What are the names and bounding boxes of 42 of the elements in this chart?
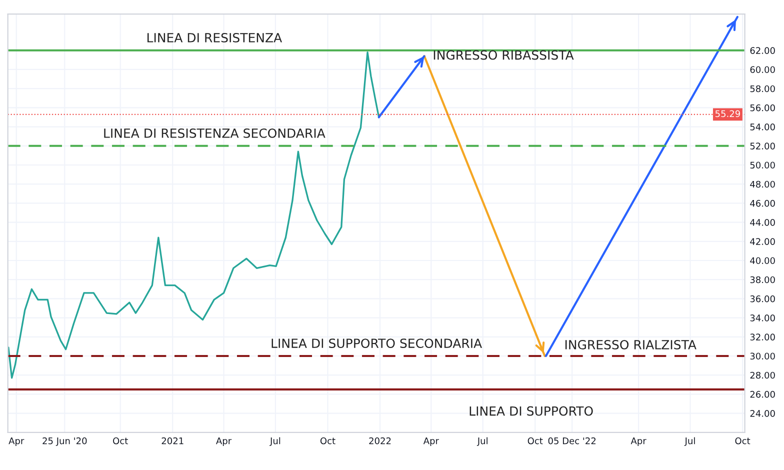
- x-tick-label: Jul: [684, 437, 695, 446]
- y-tick-label: 42.00: [750, 238, 775, 245]
- x-tick-label: 05 Dec '22: [548, 437, 596, 444]
- y-tick-label: 24.00: [750, 410, 775, 417]
- ref-line-label: LINEA DI RESISTENZA SECONDARIA: [104, 128, 326, 138]
- x-tick-label: Oct: [320, 437, 336, 444]
- y-tick-label: 36.00: [750, 295, 775, 302]
- x-tick-label: Oct: [113, 437, 128, 444]
- y-tick-label: 52.00: [750, 142, 775, 150]
- x-tick-label: Oct: [528, 437, 543, 444]
- x-tick-label: Jul: [270, 437, 280, 446]
- x-tick-label: 2021: [162, 437, 184, 444]
- ref-line-label: LINEA DI SUPPORTO: [470, 406, 593, 416]
- y-tick-label: 50.00: [750, 162, 775, 169]
- ref-line-label: LINEA DI RESISTENZA: [147, 32, 282, 42]
- x-tick-label: Apr: [8, 438, 24, 446]
- ref-line-label: 55.29: [715, 110, 740, 118]
- x-tick-label: Apr: [630, 438, 646, 446]
- y-tick-label: 54.00: [750, 124, 775, 130]
- y-tick-label: 40.00: [750, 257, 775, 264]
- y-tick-label: 34.00: [750, 314, 775, 322]
- y-tick-label: 58.00: [750, 85, 775, 92]
- y-tick-label: 30.00: [750, 352, 775, 360]
- y-tick-label: 26.00: [750, 390, 775, 398]
- y-tick-label: 46.00: [750, 200, 775, 207]
- y-tick-label: 60.00: [750, 66, 775, 74]
- y-tick-label: 38.00: [750, 276, 775, 284]
- annotation: INGRESSO RIBASSISTA: [434, 50, 574, 60]
- ref-line-label: LINEA DI SUPPORTO SECONDARIA: [272, 338, 482, 348]
- y-tick-label: 62.00: [750, 47, 775, 54]
- x-tick-label: 2022: [369, 437, 391, 444]
- y-tick-label: 44.00: [750, 219, 775, 226]
- x-tick-label: Jul: [476, 437, 488, 446]
- x-tick-label: Apr: [216, 438, 232, 446]
- y-tick-label: 32.00: [750, 334, 775, 340]
- x-tick-label: Apr: [423, 438, 439, 446]
- annotation: INGRESSO RIALZISTA: [565, 340, 696, 350]
- x-tick-label: 25 Jun '20: [42, 437, 87, 446]
- x-tick-label: Oct: [735, 437, 750, 444]
- y-tick-label: 48.00: [750, 180, 775, 188]
- y-tick-label: 28.00: [750, 372, 775, 379]
- y-tick-label: 56.00: [750, 104, 775, 112]
